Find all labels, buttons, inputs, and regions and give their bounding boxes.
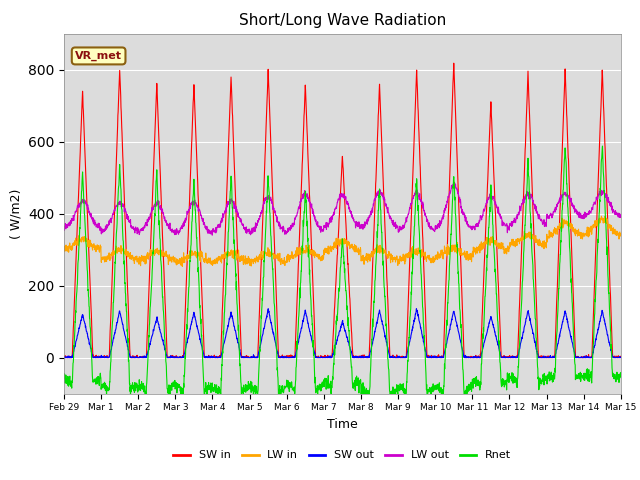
SW out bbox=[583, 355, 591, 360]
Line: LW in: LW in bbox=[64, 216, 621, 266]
Rnet bbox=[504, 378, 512, 384]
Line: SW in: SW in bbox=[64, 63, 621, 358]
X-axis label: Time: Time bbox=[327, 418, 358, 431]
LW in bbox=[598, 213, 605, 219]
LW out bbox=[504, 226, 512, 231]
Line: SW out: SW out bbox=[64, 309, 621, 358]
LW in bbox=[568, 225, 575, 231]
SW out bbox=[264, 306, 272, 312]
LW out bbox=[451, 180, 458, 185]
LW out bbox=[216, 223, 223, 229]
LW in bbox=[358, 258, 366, 264]
Line: LW out: LW out bbox=[64, 182, 621, 235]
Rnet bbox=[358, 384, 366, 390]
Rnet bbox=[568, 289, 575, 295]
Rnet bbox=[364, 399, 371, 405]
SW out bbox=[617, 355, 625, 360]
SW in bbox=[60, 355, 68, 360]
LW out bbox=[584, 212, 591, 217]
SW out bbox=[504, 355, 512, 360]
LW in bbox=[583, 232, 591, 238]
Rnet bbox=[617, 370, 625, 375]
LW out bbox=[358, 222, 366, 228]
SW in bbox=[584, 354, 591, 360]
LW out bbox=[568, 203, 575, 208]
SW out bbox=[358, 354, 366, 360]
Legend: SW in, LW in, SW out, LW out, Rnet: SW in, LW in, SW out, LW out, Rnet bbox=[169, 446, 516, 465]
SW out bbox=[60, 355, 68, 360]
LW out bbox=[617, 214, 625, 220]
LW in bbox=[60, 246, 68, 252]
SW in bbox=[568, 252, 575, 258]
LW in bbox=[216, 253, 223, 259]
LW in bbox=[504, 249, 512, 254]
Line: Rnet: Rnet bbox=[64, 146, 621, 402]
SW out bbox=[215, 354, 223, 360]
Y-axis label: ( W/m2): ( W/m2) bbox=[10, 189, 22, 239]
SW in bbox=[617, 354, 625, 360]
SW in bbox=[216, 353, 223, 359]
SW in bbox=[504, 355, 512, 360]
SW out bbox=[371, 329, 378, 335]
SW in bbox=[60, 354, 68, 360]
LW in bbox=[617, 231, 625, 237]
Text: VR_met: VR_met bbox=[75, 51, 122, 61]
Title: Short/Long Wave Radiation: Short/Long Wave Radiation bbox=[239, 13, 446, 28]
Rnet bbox=[60, 375, 68, 381]
LW out bbox=[209, 232, 216, 238]
SW in bbox=[358, 354, 366, 360]
Rnet bbox=[583, 376, 591, 382]
Rnet bbox=[598, 143, 606, 149]
Rnet bbox=[371, 290, 378, 296]
SW in bbox=[371, 210, 378, 216]
LW out bbox=[371, 196, 378, 202]
Rnet bbox=[215, 386, 223, 392]
LW in bbox=[179, 264, 186, 269]
SW in bbox=[450, 60, 458, 66]
LW out bbox=[60, 224, 68, 229]
SW out bbox=[568, 336, 575, 341]
LW in bbox=[371, 250, 378, 256]
